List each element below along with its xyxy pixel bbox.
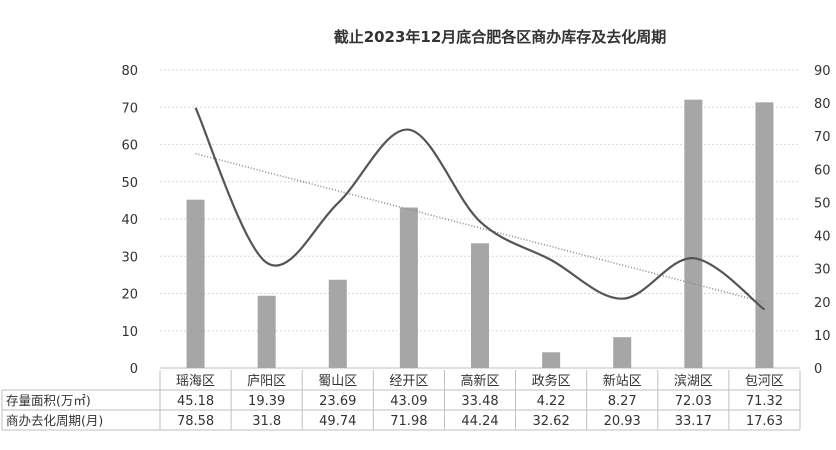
category-label: 包河区 [745, 374, 784, 389]
left-tick-label: 40 [121, 213, 138, 228]
line-value-label: 32.62 [533, 414, 570, 429]
bar-series [186, 99, 774, 369]
category-label: 滨湖区 [674, 373, 713, 389]
line-path [194, 107, 766, 311]
right-tick-label: 70 [814, 130, 831, 145]
table-series-label: 存量面积(万㎡) [6, 393, 91, 408]
bar [684, 99, 703, 369]
right-tick-label: 0 [814, 362, 822, 377]
left-tick-label: 70 [121, 101, 138, 116]
line-value-label: 31.8 [252, 414, 281, 429]
left-tick-label: 10 [121, 325, 138, 340]
line-value-label: 78.58 [177, 414, 214, 429]
table-series-label: 商办去化周期(月) [6, 413, 103, 428]
bar-value-label: 19.39 [248, 394, 285, 409]
line-value-label: 17.63 [746, 414, 783, 429]
right-tick-label: 30 [814, 263, 831, 278]
category-label: 政务区 [532, 373, 571, 389]
left-tick-label: 20 [121, 288, 138, 303]
bar [399, 207, 418, 368]
bar [186, 199, 205, 368]
right-tick-label: 50 [814, 196, 831, 211]
bar [755, 102, 774, 368]
chart-title: 截止2023年12月底合肥各区商办库存及去化周期 [334, 28, 667, 46]
right-axis: 0 10 20 30 40 50 60 70 80 90 [814, 64, 831, 377]
right-tick-label: 60 [814, 163, 831, 178]
category-label: 经开区 [389, 374, 428, 389]
left-tick-label: 0 [130, 362, 138, 377]
line-value-label: 44.24 [461, 414, 498, 429]
line-value-label: 71.98 [390, 414, 427, 429]
bar-value-label: 8.27 [608, 394, 637, 409]
bar [328, 279, 347, 368]
bar-value-label: 72.03 [675, 394, 712, 409]
right-tick-label: 40 [814, 230, 831, 245]
category-label: 高新区 [460, 373, 499, 389]
right-tick-label: 80 [814, 97, 831, 112]
bar [542, 352, 561, 368]
right-tick-label: 20 [814, 296, 831, 311]
bar-value-label: 43.09 [390, 394, 427, 409]
right-tick-label: 10 [814, 329, 831, 344]
bar-value-label: 33.48 [461, 394, 498, 409]
bar [613, 337, 632, 368]
bar-value-label: 23.69 [319, 394, 356, 409]
trendline [195, 152, 765, 304]
right-tick-label: 90 [814, 64, 831, 79]
bar-value-label: 4.22 [537, 394, 566, 409]
bar [471, 243, 489, 368]
category-label: 瑶海区 [176, 374, 215, 389]
left-tick-label: 60 [121, 139, 138, 154]
trendline-line [195, 152, 765, 304]
category-label: 庐阳区 [247, 374, 286, 389]
bar-value-label: 45.18 [177, 394, 214, 409]
category-label: 蜀山区 [318, 374, 357, 389]
line-value-label: 33.17 [675, 414, 712, 429]
left-axis: 0 10 20 30 40 50 60 70 80 [121, 64, 138, 377]
line-value-label: 20.93 [604, 414, 641, 429]
left-tick-label: 80 [121, 64, 138, 79]
left-tick-label: 50 [121, 176, 138, 191]
line-value-label: 49.74 [319, 414, 356, 429]
bar [257, 295, 276, 368]
line-series [194, 107, 766, 311]
category-label: 新站区 [603, 373, 642, 389]
bar-value-label: 71.32 [746, 394, 783, 409]
left-tick-label: 30 [121, 250, 138, 265]
